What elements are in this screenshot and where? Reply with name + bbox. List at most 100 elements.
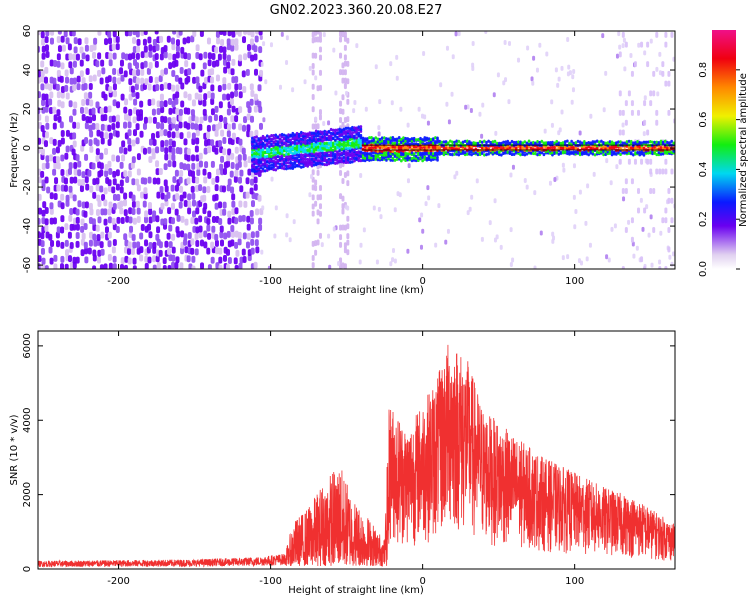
spectrogram-cell — [481, 102, 485, 108]
spectrogram-cell — [259, 140, 263, 144]
spectrogram-cell — [175, 108, 180, 116]
spectrogram-cell — [621, 122, 625, 128]
spectrogram-cell — [268, 164, 271, 168]
spectrogram-cell — [389, 136, 393, 140]
spectrogram-cell — [41, 257, 46, 265]
spectrogram-cell — [99, 169, 104, 177]
spectrogram-cell — [247, 31, 252, 36]
spectrogram-cell — [182, 191, 187, 199]
spectrogram-cell — [246, 215, 251, 223]
spectrogram-cell — [339, 169, 343, 176]
spectrogram-cell — [81, 232, 86, 240]
spectrogram-cell — [557, 141, 561, 145]
spectrogram-cell — [80, 218, 85, 226]
spectrogram-cell — [194, 145, 199, 153]
spectrogram-cell — [92, 249, 97, 257]
colorbar-label: Normalized spectral amplitude — [738, 73, 749, 227]
spectrogram-cell — [242, 124, 247, 132]
spectrogram-cell — [89, 99, 94, 107]
spectrogram-cell — [226, 130, 231, 138]
spectrogram-cell — [88, 239, 93, 247]
spectrogram-cell — [226, 184, 231, 192]
spectrogram-cell — [272, 136, 275, 141]
spectrogram-cell — [112, 52, 117, 60]
spectrogram-cell — [325, 145, 329, 149]
spectrogram-cell — [195, 137, 200, 145]
spectrogram-cell — [179, 66, 184, 74]
spectrogram-cell — [231, 132, 236, 140]
spectrogram-cell — [65, 53, 70, 61]
spectrogram-cell — [395, 139, 399, 144]
spectrogram-cell — [314, 36, 318, 43]
spectrogram-cell — [653, 140, 656, 144]
spectrogram-cell — [652, 70, 656, 77]
spectrogram-cell — [136, 68, 141, 76]
spectrogram-cell — [104, 38, 109, 46]
spectrogram-cell — [327, 141, 331, 145]
spectrogram-cell — [605, 254, 609, 260]
spectrogram-cell — [602, 145, 605, 150]
spectrogram-cell — [357, 131, 361, 135]
spectrogram-cell — [363, 137, 367, 141]
spectrogram-cell — [311, 255, 315, 262]
spectrogram-cell — [338, 159, 341, 163]
spectrogram-cell — [175, 51, 180, 59]
spectrogram-cell — [192, 31, 197, 37]
spectrogram-cell — [159, 93, 164, 101]
spectrogram-cell — [385, 153, 388, 157]
spectrogram-cell — [297, 164, 301, 168]
spectrogram-cell — [538, 140, 541, 145]
spectrogram-cell — [344, 156, 348, 160]
spectrogram-cell — [329, 161, 333, 165]
spectrogram-cell — [342, 131, 346, 135]
spectrogram-cell — [258, 122, 263, 130]
spectrogram-cell — [207, 210, 212, 218]
spectrogram-cell — [434, 146, 437, 150]
spectrogram-cell — [192, 225, 197, 233]
spectrogram-cell — [344, 146, 348, 150]
spectrogram-cell — [566, 151, 569, 156]
spectrogram-cell — [531, 80, 535, 86]
spectrogram-cell — [365, 155, 369, 159]
spectrogram-cell — [621, 43, 625, 49]
spectrogram-cell — [95, 155, 100, 163]
spectrogram-cell — [317, 130, 320, 134]
spectrogram-cell — [377, 131, 381, 137]
spectrogram-cell — [376, 158, 380, 162]
spectrogram-cell — [255, 158, 258, 162]
spectrogram-cell — [431, 141, 435, 146]
spectrogram-cell — [285, 60, 289, 66]
spectrogram-cell — [186, 131, 191, 139]
spectrogram-cell — [342, 127, 346, 131]
spectrogram-cell — [502, 146, 505, 150]
spectrogram-cell — [246, 124, 251, 132]
spectrogram-cell — [112, 202, 117, 210]
spectrogram-cell — [175, 192, 180, 200]
spectrogram-cell — [136, 215, 141, 223]
spectrogram-cell — [166, 191, 171, 199]
spectrogram-cell — [348, 134, 352, 138]
spectrogram-cell — [586, 183, 590, 189]
spectrogram-cell — [308, 136, 312, 140]
spectrogram-cell — [190, 122, 195, 130]
spectrogram-cell — [155, 215, 160, 223]
spectrogram-cell — [566, 139, 569, 143]
spectrogram-cell — [638, 153, 642, 157]
spectrogram-cell — [160, 122, 165, 130]
spectrogram-cell — [550, 99, 554, 105]
spectrogram-cell — [291, 145, 295, 149]
spectrogram-cell — [442, 140, 446, 144]
spectrogram-cell — [317, 141, 320, 146]
spectrogram-cell — [124, 98, 129, 106]
spectrogram-cell — [410, 141, 414, 146]
spectrogram-cell — [257, 142, 261, 146]
spectrogram-cell — [76, 83, 81, 91]
spectrogram-cell — [346, 180, 350, 187]
spectrogram-cell — [591, 140, 595, 144]
spectrogram-cell — [334, 152, 337, 157]
spectrogram-cell — [100, 248, 105, 256]
spectrogram-cell — [649, 214, 653, 220]
spectrogram-cell — [210, 92, 215, 100]
spectrogram-cell — [237, 238, 242, 246]
spectrogram-cell — [263, 143, 267, 147]
